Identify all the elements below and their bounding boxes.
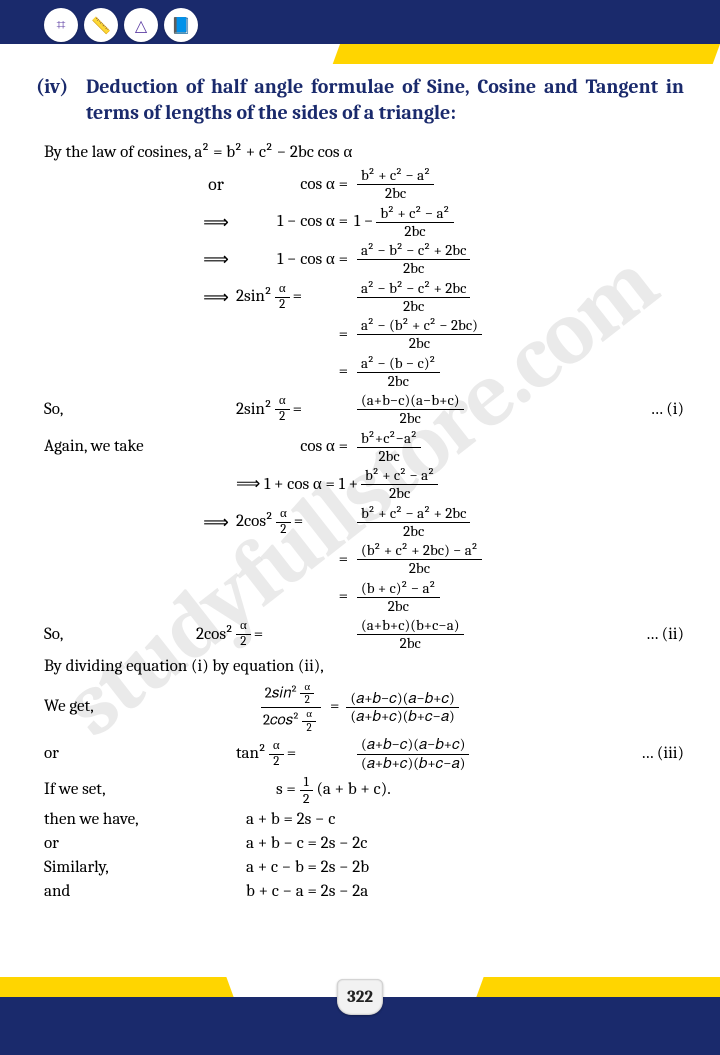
sim-line: Similarly, a + c − b = 2s − 2b (36, 857, 684, 879)
heading-number: (iv) (36, 74, 86, 126)
eq-2sin2-step2: = a² − (b² + c² − 2bc)2bc (36, 317, 684, 353)
divide-text: By dividing equation (i) by equation (ii… (36, 656, 684, 678)
eq-1plus: ⟹ 1 + cos α = 1 + b² + c² − a²2bc (36, 467, 684, 503)
ruler-icon: 📏 (84, 8, 118, 42)
and-line: and b + c − a = 2s − 2a (36, 881, 684, 903)
eq-result-iii: or tan²α2 = (𝑎+𝑏−𝑐)(𝑎−𝑏+𝑐)(𝑎+𝑏+𝑐)(𝑏+𝑐−𝑎)… (36, 736, 684, 772)
book-icon: 📘 (164, 8, 198, 42)
eq-label-i: … (i) (650, 399, 684, 421)
eq-label-iii: … (iii) (641, 743, 684, 765)
calculator-icon: ⌗ (44, 8, 78, 42)
eq-2cos2-step2: = (b² + c² + 2bc) − a²2bc (36, 542, 684, 578)
eq-label-ii: … (ii) (646, 624, 684, 646)
content: (iv) Deduction of half angle formulae of… (0, 44, 720, 975)
then-line: then we have, a + b = 2s − c (36, 809, 684, 831)
again-line: Again, we take cos α = b²+c²−a²2bc (36, 430, 684, 466)
eq-2cos2-step3: = (b + c)² − a²2bc (36, 580, 684, 616)
intro-line: By the law of cosines, a² = b² + c² − 2b… (36, 142, 684, 164)
eq-2sin2-step1: ⟹ 2sin²α2 = a² − b² − c² + 2bc2bc (36, 280, 684, 316)
eq-cosA: or cos α = b² + c² − a²2bc (36, 167, 684, 203)
heading-title: Deduction of half angle formulae of Sine… (86, 74, 684, 126)
eq-result-i: So, 2sin²α2 = (a+b−c)(a−b+c)2bc … (i) (36, 392, 684, 428)
eq-result-ii: So, 2cos²α2 = (a+b+c)(b+c−a)2bc … (ii) (36, 617, 684, 653)
if-set: If we set, s = 12 (a + b + c). (36, 774, 684, 807)
page-number: 322 (337, 979, 383, 1015)
compass-icon: △ (124, 8, 158, 42)
bottom-yellow-right (476, 977, 720, 997)
eq-1minus-step2: ⟹ 1 − cos α = a² − b² − c² + 2bc2bc (36, 242, 684, 278)
top-icons: ⌗ 📏 △ 📘 (44, 8, 198, 42)
heading: (iv) Deduction of half angle formulae of… (36, 74, 684, 126)
eq-divide: We get, 2𝑠𝑖𝑛²α2 2𝑐𝑜𝑠²α2 = (𝑎+𝑏−𝑐)(𝑎−𝑏+𝑐)… (36, 681, 684, 735)
bottom-yellow-left (0, 977, 234, 997)
or-line: or a + b − c = 2s − 2c (36, 833, 684, 855)
eq-2cos2-step1: ⟹ 2cos²α2 = b² + c² − a² + 2bc2bc (36, 505, 684, 541)
eq-2sin2-step3: = a² − (b − c)²2bc (36, 355, 684, 391)
page: ⌗ 📏 △ 📘 studyfullstore.com (iv) Deductio… (0, 0, 720, 1055)
eq-1minus-step1: ⟹ 1 − cos α = 1 − b² + c² − a²2bc (36, 205, 684, 241)
